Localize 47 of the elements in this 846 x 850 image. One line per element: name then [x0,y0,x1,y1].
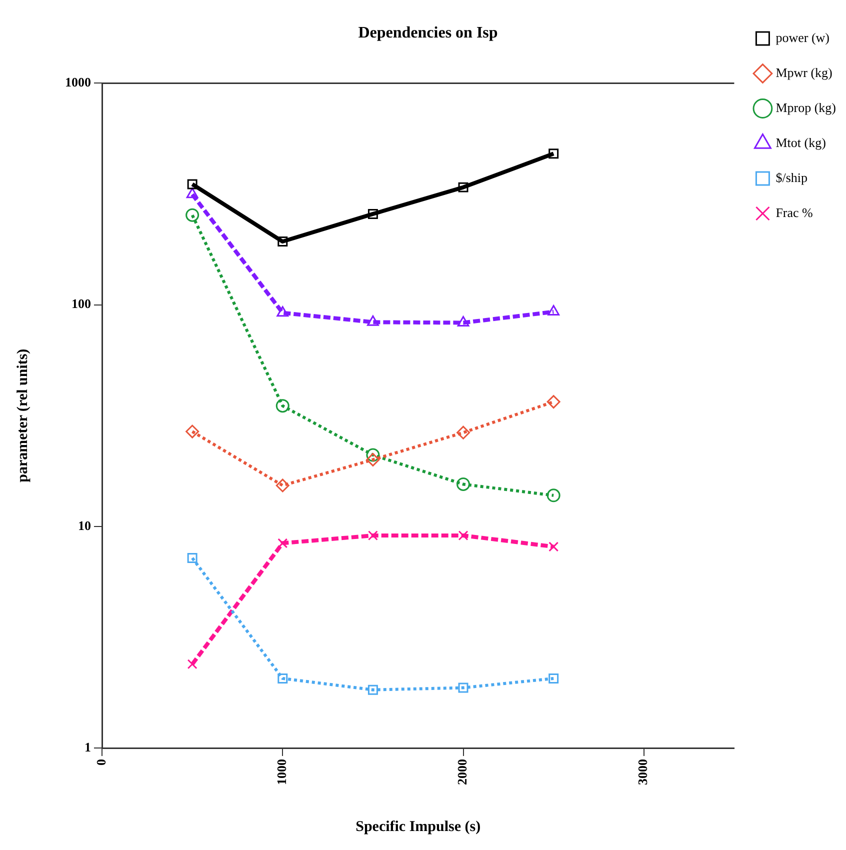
point [548,148,559,159]
x-tick-label: 1000 [274,759,289,785]
y-tick-label: 1000 [65,74,91,90]
x-tick-label: 3000 [635,759,650,785]
point [278,538,288,548]
point [458,182,468,192]
point [548,542,559,552]
y-tick-label: 10 [78,518,91,533]
point [548,305,560,316]
legend-label: Mpwr (kg) [776,64,832,80]
chart-title: Dependencies on Isp [358,24,498,42]
point [278,236,288,247]
point [366,448,380,462]
point [546,395,560,409]
legend-label: Mprop (kg) [776,100,836,115]
x-tick-label: 2000 [454,759,470,785]
point [367,315,379,326]
point [546,488,560,502]
y-tick-label: 1 [84,739,91,754]
point [186,424,200,438]
point [458,530,468,540]
point [186,188,198,198]
point [457,316,470,326]
point [187,553,198,564]
point [368,684,378,695]
y-axis-title: parameter (rel units) [14,348,31,482]
legend-label: Mtot (kg) [776,134,826,150]
legend-label: power (w) [776,30,830,45]
legend-label: $/ship [776,170,808,185]
point [276,399,290,413]
point [368,208,378,219]
legend-label: Frac % [776,204,814,220]
point [548,673,559,684]
y-tick-label: 100 [72,296,91,312]
point [276,478,290,492]
point [456,477,470,491]
point [458,682,468,693]
point [187,659,198,670]
point [276,306,289,317]
point [456,426,470,440]
point [368,530,378,540]
x-tick-label: 0 [93,759,108,766]
point [187,179,198,190]
point [366,452,380,466]
point [186,208,200,222]
x-axis-title: Specific Impulse (s) [356,818,481,835]
point [278,673,288,684]
